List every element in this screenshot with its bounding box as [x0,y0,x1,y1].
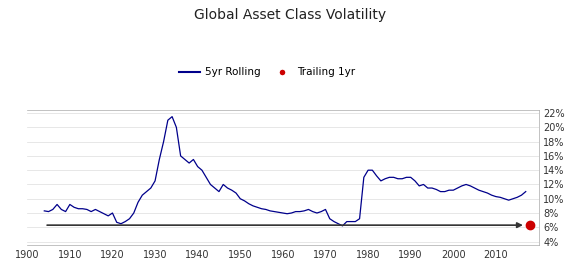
Legend: 5yr Rolling, Trailing 1yr: 5yr Rolling, Trailing 1yr [175,63,360,81]
Text: Global Asset Class Volatility: Global Asset Class Volatility [194,8,386,22]
